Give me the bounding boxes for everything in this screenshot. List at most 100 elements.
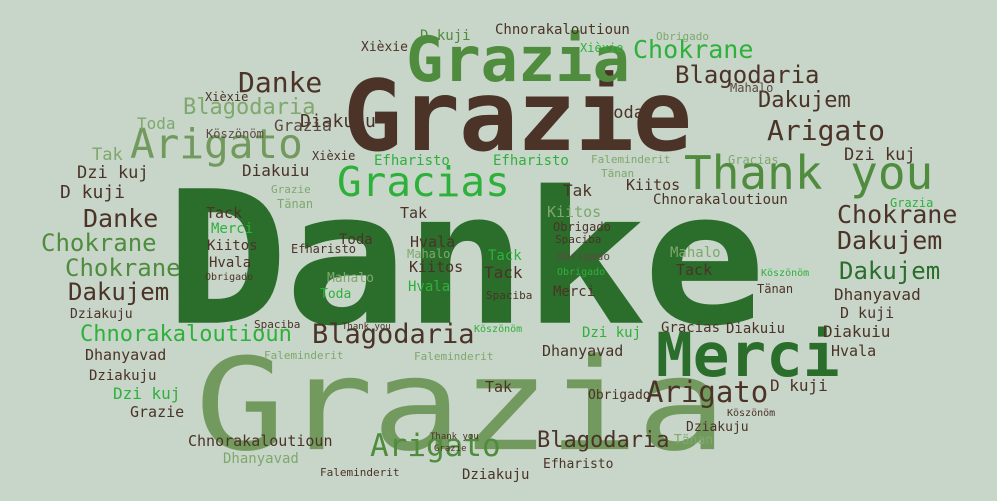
word: Efharisto — [543, 457, 614, 472]
word: Obrigado — [205, 272, 254, 283]
word: Dziakuju — [462, 467, 530, 483]
word: Tänan — [277, 197, 314, 211]
word: Köszönöm — [761, 268, 810, 279]
word: Efharisto — [374, 153, 450, 169]
word: Dakujem — [68, 278, 170, 306]
word: Toda — [137, 114, 176, 133]
word: Thank you — [430, 432, 479, 442]
word: Dziakuju — [70, 307, 133, 322]
word: Dzi kuj — [844, 145, 916, 165]
word: Spaciba — [555, 233, 602, 246]
word-grazia-large: Grazia — [195, 331, 727, 480]
word: Mahalo — [670, 245, 721, 261]
word-grazie-large: Grazie — [343, 60, 692, 174]
word: Chokrane — [633, 35, 754, 64]
word: Obrigado — [553, 220, 611, 234]
word: Spaciba — [254, 318, 301, 331]
word: Danke — [238, 66, 323, 99]
word: Hvala — [831, 342, 877, 360]
word: Kiitos — [409, 258, 464, 276]
word: Diakuiu — [242, 161, 310, 180]
word: Tak — [92, 145, 123, 165]
word-merci-large: Merci — [656, 320, 840, 391]
word: Dzi kuj — [582, 325, 642, 341]
word: Dziakuju — [686, 420, 749, 435]
word: Xièxie — [205, 90, 249, 104]
word: Dakujem — [758, 88, 851, 113]
word: Diakuiu — [823, 322, 891, 341]
word: Dziakuju — [89, 368, 157, 384]
word: Tack — [484, 263, 523, 282]
word: Köszönöm — [727, 408, 776, 419]
word: Blagodaria — [183, 95, 316, 120]
word: Diakuiu — [726, 321, 786, 337]
word: Tänan — [601, 167, 635, 180]
word: Dakujem — [839, 257, 941, 285]
word: D kuji — [420, 28, 471, 44]
word-gracias: Gracias — [337, 158, 510, 206]
word: Grazia — [274, 116, 332, 135]
word: Dhanyavad — [542, 342, 624, 360]
word: Chnorakaloutioun — [653, 192, 788, 208]
word: Tänan — [757, 282, 794, 296]
word: Obrigado — [656, 30, 709, 43]
word: Arigato — [767, 114, 886, 147]
word: Mahalo — [407, 247, 451, 261]
word: Obrigado — [557, 267, 606, 278]
word: Faleminderit — [414, 350, 494, 363]
word: Toda — [320, 287, 352, 302]
word: Merci — [553, 284, 596, 300]
word: Faleminderit — [320, 466, 400, 479]
word: Chokrane — [65, 254, 181, 282]
word: Chnorakaloutioun — [495, 22, 630, 38]
word: Efharisto — [291, 242, 357, 256]
word: Obrigado — [588, 388, 651, 403]
word: Tak — [563, 181, 592, 200]
word: Blagodaria — [537, 428, 670, 453]
word-arigato-left: Arigato — [130, 120, 303, 168]
word: Blagodaria — [675, 61, 820, 89]
word: Dhanyavad — [85, 346, 167, 364]
word: Grazia — [890, 196, 934, 210]
word: Chokrane — [41, 229, 157, 257]
word: Gracias — [661, 320, 721, 336]
word: Kiitos — [207, 238, 258, 254]
word: Gracias — [728, 153, 779, 167]
word: Tack — [488, 248, 522, 264]
word: Spaciba — [486, 289, 533, 302]
word: Hvala — [209, 255, 252, 271]
word: Grazie — [271, 183, 311, 196]
word: D kuji — [60, 182, 126, 203]
word: Tack — [676, 261, 713, 279]
word: Tak — [485, 378, 513, 396]
word: Tak — [400, 204, 428, 222]
word: Chnorakaloutioun — [80, 322, 292, 347]
word: Diakuiu — [300, 111, 376, 132]
word: Grazie — [130, 403, 185, 421]
word: Xièxie — [312, 149, 356, 163]
word: Mahalo — [327, 271, 374, 286]
word: Toda — [339, 232, 373, 248]
word: Faleminderit — [591, 153, 671, 166]
word: Obrigado — [557, 250, 610, 263]
word: Danke — [83, 204, 159, 233]
word: Arigato — [646, 375, 769, 409]
word: Köszönöm — [206, 127, 264, 141]
word: Dzi kuj — [77, 163, 149, 183]
word-grazia-top: Grazia — [406, 23, 630, 96]
word: Efharisto — [493, 153, 569, 169]
word: Xièxie — [580, 41, 624, 55]
word: Tack — [206, 204, 243, 222]
word: Hvala — [408, 279, 451, 295]
word: Xièxie — [361, 40, 408, 55]
word: Merci — [211, 221, 254, 237]
word: Dhanyavad — [223, 451, 299, 467]
word: Kiitos — [626, 176, 681, 194]
word: Thank you — [342, 322, 391, 332]
word: Köszönöm — [474, 324, 523, 335]
word: Dakujem — [837, 226, 943, 255]
word: D kuji — [840, 304, 895, 322]
word: D kuji — [770, 376, 828, 395]
word: Chnorakaloutioun — [188, 432, 333, 450]
